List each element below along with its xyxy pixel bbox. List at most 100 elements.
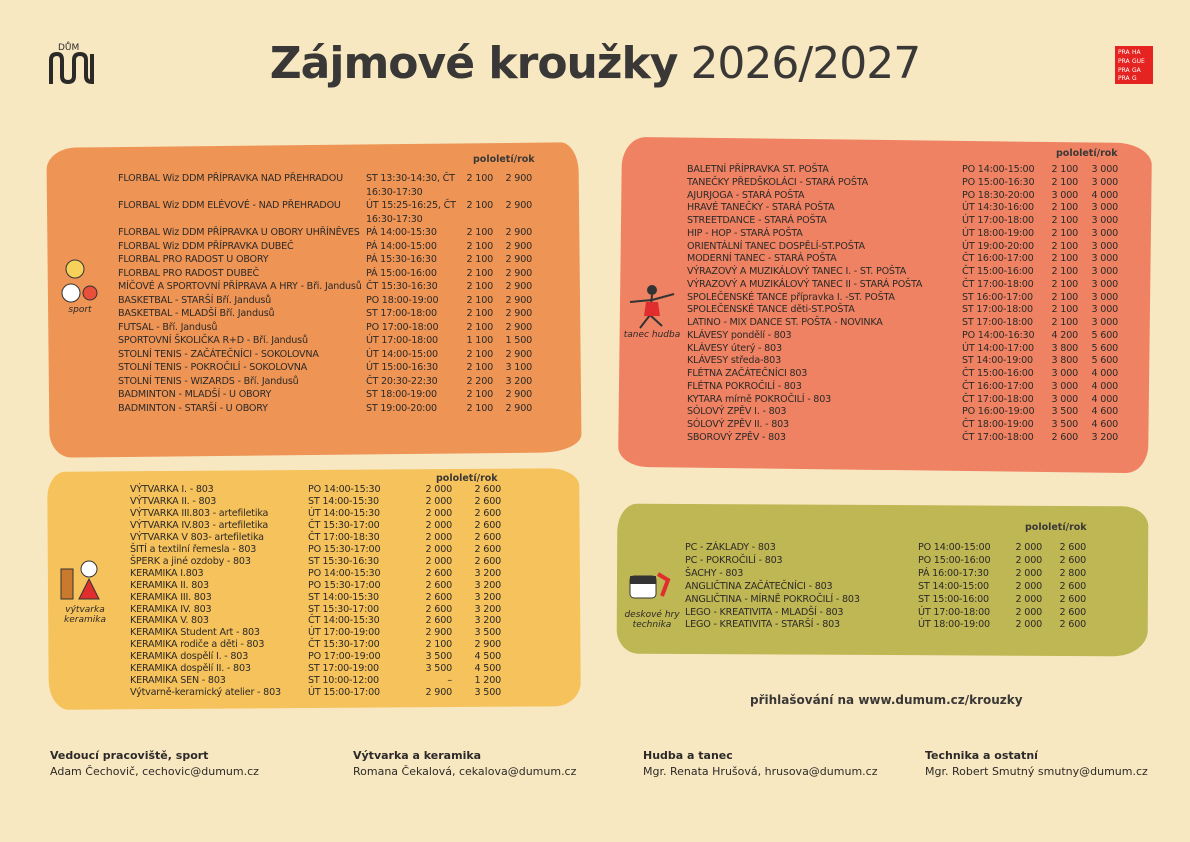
contact-text: Mgr. Robert Smutný smutny@dumum.cz bbox=[925, 765, 1148, 778]
course-time: ÚT 18:00-19:00 bbox=[962, 227, 1034, 239]
course-time: ČT 16:00-17:00 bbox=[962, 253, 1034, 265]
price-half: 2 100 bbox=[466, 402, 494, 414]
contact-text: Romana Čekalová, cekalova@dumum.cz bbox=[353, 765, 577, 778]
price-year: 3 000 bbox=[1091, 266, 1119, 277]
column-header: pololetí/rok bbox=[473, 154, 535, 165]
price-half: 2 100 bbox=[466, 321, 494, 333]
section-icon bbox=[629, 572, 671, 599]
price-half: 2 100 bbox=[1051, 253, 1079, 265]
price-year: 3 200 bbox=[474, 591, 502, 603]
price-half: 3 000 bbox=[1051, 393, 1079, 405]
contact: Technika a ostatní Mgr. Robert Smutný smu… bbox=[925, 749, 1148, 778]
course-time: PO 14:00-15:00 bbox=[918, 542, 991, 553]
course-name: LEGO - KREATIVITA - STARŠÍ - 803 bbox=[685, 619, 840, 631]
price-year: 3 100 bbox=[505, 362, 533, 373]
contact-text: Mgr. Renata Hrušová, hrusova@dumum.cz bbox=[643, 765, 878, 778]
course-name: VÝTVARKA I. - 803 bbox=[130, 484, 214, 495]
price-year: 2 600 bbox=[474, 519, 502, 531]
price-year: 3 000 bbox=[1091, 215, 1119, 226]
price-year: 3 200 bbox=[474, 567, 502, 579]
course-name: KERAMIKA I.803 bbox=[130, 567, 204, 579]
course-time: PÁ 15:00-16:00 bbox=[366, 267, 437, 279]
price-half: 2 000 bbox=[1015, 542, 1043, 553]
course-time: ÚT 14:00-15:00 bbox=[366, 348, 438, 360]
price-half: 2 100 bbox=[466, 389, 494, 400]
city-logo-text: PRA bbox=[1118, 66, 1130, 74]
price-year: 1 500 bbox=[505, 335, 533, 346]
price-year: 3 000 bbox=[1091, 202, 1119, 214]
price-year: 4 000 bbox=[1091, 368, 1119, 379]
price-year: 1 200 bbox=[474, 675, 502, 687]
course-time: ST 15:30-17:00 bbox=[308, 603, 379, 615]
course-name: KERAMIKA Student Art - 803 bbox=[130, 627, 260, 639]
price-half: 2 200 bbox=[466, 375, 494, 387]
logo-glyph bbox=[49, 51, 94, 85]
course-time: ST 10:00-12:00 bbox=[308, 675, 379, 687]
price-half: 3 800 bbox=[1051, 342, 1079, 354]
price-year: 2 600 bbox=[1059, 580, 1087, 592]
price-half: 2 100 bbox=[466, 254, 494, 265]
contact: Vedoucí pracoviště, sport Adam Čechovič, … bbox=[50, 749, 259, 778]
course-time: ST 17:00-19:00 bbox=[308, 663, 379, 675]
course-time: PÁ 14:00-15:00 bbox=[366, 240, 437, 252]
course-time: ÚT 15:00-16:30 bbox=[366, 362, 438, 373]
course-time: PO 15:30-17:00 bbox=[308, 579, 381, 591]
logo-text: DŮM bbox=[58, 41, 79, 53]
price-half: 3 000 bbox=[1051, 368, 1079, 379]
price-year: 2 900 bbox=[505, 227, 533, 238]
price-half: 2 000 bbox=[425, 531, 453, 543]
section-label: tanec hudba bbox=[623, 330, 681, 340]
price-year: 3 200 bbox=[1091, 431, 1119, 443]
price-half: 2 100 bbox=[466, 362, 494, 373]
course-time: ÚT 17:00-19:00 bbox=[308, 627, 380, 639]
price-half: 2 100 bbox=[466, 227, 494, 238]
price-year: 2 800 bbox=[1059, 567, 1087, 579]
price-year: 4 000 bbox=[1091, 189, 1119, 201]
price-half: 2 600 bbox=[425, 615, 453, 627]
course-name: ANGLIČTINA ZAČÁTEČNÍCI - 803 bbox=[685, 580, 833, 592]
course-time: ČT 18:00-19:00 bbox=[962, 419, 1034, 430]
price-year: 3 500 bbox=[474, 687, 502, 699]
course-time: ST 17:00-18:00 bbox=[962, 317, 1033, 328]
course-time: ÚT 17:00-18:00 bbox=[918, 606, 990, 618]
price-half: 2 000 bbox=[425, 543, 453, 555]
price-year: 2 900 bbox=[505, 402, 533, 414]
price-year: 2 900 bbox=[505, 321, 533, 333]
price-half: 3 000 bbox=[1051, 189, 1079, 201]
course-time: ÚT 14:30-16:00 bbox=[962, 202, 1034, 214]
price-half: 2 100 bbox=[466, 200, 494, 211]
course-name: BADMINTON - MLADŠÍ - U OBORY bbox=[118, 389, 272, 400]
course-name: BASKETBAL - STARŠÍ Bří. Jandusů bbox=[118, 294, 272, 306]
column-header: pololetí/rok bbox=[1025, 522, 1087, 533]
course-time: ČT 17:00-18:00 bbox=[962, 393, 1034, 405]
course-time: ÚT 15:25-16:25, ČT 16:30-17:30 bbox=[366, 200, 456, 225]
city-logo-text: HA bbox=[1132, 49, 1141, 56]
price-year: 3 000 bbox=[1091, 304, 1119, 316]
price-half: 2 100 bbox=[1051, 278, 1079, 290]
course-name: KERAMIKA rodiče a děti - 803 bbox=[130, 639, 265, 651]
course-name: FLORBAL Wiz DDM ELÉVOVÉ - NAD PŘEHRADOU bbox=[118, 200, 341, 211]
course-time: ÚT 19:00-20:00 bbox=[962, 240, 1034, 252]
price-year: 3 000 bbox=[1091, 240, 1119, 252]
course-name: VÝTVARKA IV.803 - artefiletika bbox=[130, 519, 269, 531]
course-name: SPOLEČENSKÉ TANCE děti-ST.POŠTA bbox=[687, 304, 855, 316]
city-logo-text: GUE bbox=[1132, 57, 1145, 65]
course-name: ANGLIČTINA - MÍRNĚ POKROČILÍ - 803 bbox=[685, 593, 860, 605]
price-half: 4 200 bbox=[1051, 329, 1079, 341]
course-time: PO 17:00-19:00 bbox=[308, 651, 381, 663]
price-half: 3 000 bbox=[1051, 380, 1079, 392]
course-name: KLÁVESY středa-803 bbox=[687, 355, 781, 367]
course-name: FUTSAL - Bří. Jandusů bbox=[118, 321, 218, 333]
course-time: ST 18:00-19:00 bbox=[366, 389, 437, 400]
price-half: 2 100 bbox=[466, 308, 494, 319]
price-half: 2 000 bbox=[1015, 606, 1043, 618]
price-half: 2 000 bbox=[425, 484, 453, 495]
price-half: 2 100 bbox=[1051, 304, 1079, 316]
price-half: 2 100 bbox=[466, 294, 494, 306]
column-header: pololetí/rok bbox=[436, 473, 498, 484]
course-time: PO 15:00-16:00 bbox=[918, 554, 991, 566]
course-name: FLÉTNA ZAČÁTEČNÍCI 803 bbox=[687, 368, 808, 379]
price-year: 3 000 bbox=[1091, 253, 1119, 265]
course-name: TANEČKY PŘEDŠKOLÁCI - STARÁ POŠTA bbox=[687, 176, 868, 188]
